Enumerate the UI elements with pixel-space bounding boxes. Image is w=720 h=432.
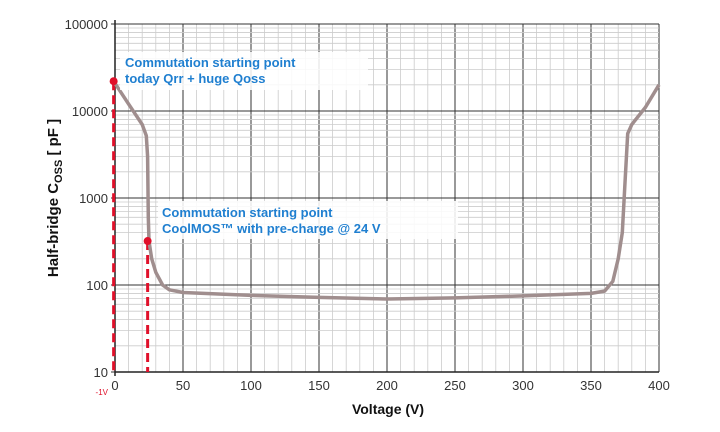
annotation-2: Commutation starting point CoolMOS™ with… [158, 201, 458, 239]
x-tick-label: 400 [648, 378, 670, 393]
annotation-1: Commutation starting point today Qrr + h… [120, 52, 368, 90]
y-tick-label: 10 [94, 365, 108, 380]
annotation-1-line-1: Commutation starting point [125, 55, 296, 70]
x-tick-label: 250 [444, 378, 466, 393]
y-axis-label: Half-bridge COSS [ pF ] [45, 119, 65, 277]
x-tick-label: 0 [111, 378, 118, 393]
x-tick-label: 350 [580, 378, 602, 393]
x-tick-label: 50 [176, 378, 190, 393]
y-tick-label: 100000 [65, 17, 108, 32]
x-tick-label: 200 [376, 378, 398, 393]
coss-curve [112, 80, 661, 301]
x-tick-label: 100 [240, 378, 262, 393]
marker-label: -1V [96, 388, 109, 397]
annotation-2-line-2: CoolMOS™ with pre-charge @ 24 V [162, 221, 381, 236]
x-ticks: 0 50 100 150 200 250 300 350 400 [111, 378, 669, 393]
y-tick-label: 100 [86, 278, 108, 293]
commutation-point-marker [109, 77, 118, 86]
y-tick-label: 1000 [79, 191, 108, 206]
y-tick-label: 10000 [72, 104, 108, 119]
x-axis-label: Voltage (V) [352, 401, 424, 417]
series-layer [109, 77, 661, 372]
annotation-1-line-2: today Qrr + huge Qoss [125, 71, 266, 86]
y-ticks: 10 100 1000 10000 100000 [65, 17, 108, 380]
commutation-point-marker [143, 237, 152, 246]
x-tick-label: 300 [512, 378, 534, 393]
x-tick-label: 150 [308, 378, 330, 393]
annotation-2-line-1: Commutation starting point [162, 205, 333, 220]
